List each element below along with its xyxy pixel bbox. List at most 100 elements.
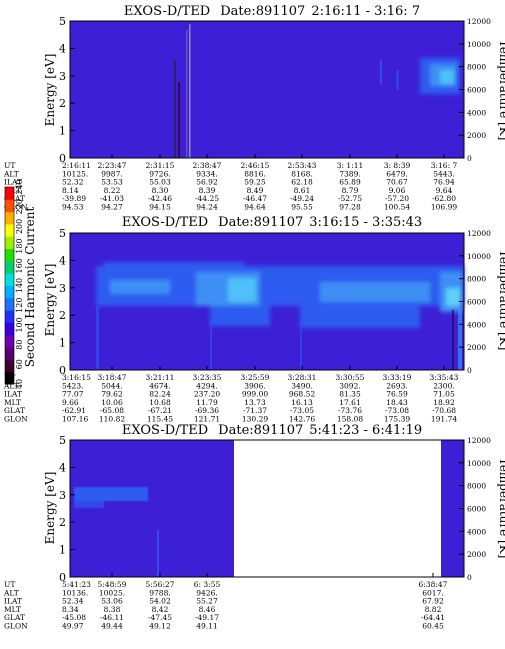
ytick-label: 0 (59, 152, 66, 165)
panel-3-spectrogram (70, 440, 464, 577)
panel-1-ylabel: Energy [eV] (43, 54, 57, 127)
ephemeris-cell: 121.71 (194, 415, 220, 424)
ephemeris-cell: 5423. (62, 381, 83, 390)
colorbar-tick-label: 200 (15, 219, 24, 234)
ephemeris-cell: 71.05 (433, 390, 455, 399)
ephemeris-cell: -47.45 (148, 613, 172, 622)
ephemeris-row-label: GLON (4, 415, 28, 424)
ephemeris-cell: 158.08 (337, 415, 363, 424)
ephemeris-cell: 142.76 (289, 415, 315, 424)
ytick-label: 4 (59, 42, 66, 55)
ephemeris-cell: 9987. (101, 169, 122, 178)
ephemeris-cell: 18.92 (433, 398, 455, 407)
ephemeris-cell: 94.53 (62, 203, 84, 212)
ephemeris-cell: 52.34 (62, 597, 84, 606)
ephemeris-cell: 8.82 (425, 605, 442, 614)
ephemeris-cell: -46.11 (100, 613, 124, 622)
ephemeris-cell: 6479. (386, 169, 407, 178)
ephemeris-cell: 106.99 (431, 203, 457, 212)
ephemeris-row-label: ALT (3, 169, 19, 178)
ephemeris-cell: 17.61 (339, 398, 360, 407)
panel-1: EXOS-D/TED Date:891107 2:16:11 - 3:16: 7 E… (3, 4, 505, 212)
ephemeris-cell: 110.82 (99, 415, 125, 424)
ephemeris-cell: 10136. (62, 588, 88, 597)
ephemeris-cell: 82.24 (149, 390, 171, 399)
ephemeris-cell: 53.06 (101, 597, 123, 606)
y2tick-label: 6000 (467, 86, 486, 95)
colorbar-tick-label: 120 (15, 298, 24, 313)
ephemeris-cell: 56.92 (196, 178, 218, 187)
y2tick-label: 4000 (467, 527, 486, 536)
colorbar-swatch (5, 211, 14, 225)
panel-3-y2ticks: 0 2000 4000 6000 8000 10000 12000 (459, 436, 491, 582)
ephemeris-cell: 8.34 (62, 605, 79, 614)
ephemeris-cell: -57.20 (385, 194, 409, 203)
ephemeris-cell: 4674. (149, 381, 170, 390)
ephemeris-row-label: ILAT (4, 390, 22, 399)
panel-3-title: EXOS-D/TED Date:891107 5:41:23 - 6:41:19 (122, 423, 422, 438)
ephemeris-cell: 8.46 (199, 605, 216, 614)
ephemeris-cell: 2:46:15 (241, 161, 270, 170)
ephemeris-cell: 10025. (99, 588, 125, 597)
ephemeris-cell: -52.75 (338, 194, 362, 203)
panel-3-yticks: 0 1 2 3 4 5 (59, 434, 434, 584)
ephemeris-cell: 3:35:43 (430, 373, 459, 382)
ephemeris-cell: 97.28 (339, 203, 361, 212)
ephemeris-cell: 9726. (149, 169, 170, 178)
ephemeris-row-label: ILAT (4, 178, 22, 187)
ephemeris-cell: 8.30 (152, 186, 169, 195)
ephemeris-row-label: ALT (3, 588, 19, 597)
y2tick-label: 6000 (467, 298, 486, 307)
panel-1-yticks: 0 1 2 3 4 5 (59, 15, 445, 165)
ephemeris-cell: 6:38:47 (419, 580, 448, 589)
ephemeris-cell: -62.80 (432, 194, 456, 203)
ephemeris-row-label: MLT (4, 605, 21, 614)
ephemeris-cell: 10125. (62, 169, 88, 178)
panel-3: EXOS-D/TED Date:891107 5:41:23 - 6:41:19 E… (3, 423, 505, 631)
ephemeris-cell: 3:23:35 (193, 373, 222, 382)
ytick-label: 5 (59, 15, 66, 28)
ephemeris-cell: 999.00 (242, 390, 268, 399)
panel-2-ephemeris: UT 3:16:15 3:18:47 3:21:11 3:23:35 3:25:59 3:2… (3, 373, 459, 424)
ephemeris-cell: 5443. (433, 169, 454, 178)
colorbar-tick-label: 100 (15, 317, 24, 332)
ephemeris-row-label: UT (4, 373, 15, 382)
ephemeris-cell: 9426. (196, 588, 217, 597)
y2tick-label: 2000 (467, 550, 486, 559)
ephemeris-cell: -62.91 (62, 406, 86, 415)
colorbar-swatch (5, 334, 14, 348)
ephemeris-cell: 18.43 (386, 398, 408, 407)
ephemeris-cell: 94.27 (101, 203, 123, 212)
ephemeris-row-label: UT (4, 580, 15, 589)
ephemeris-cell: 59.25 (244, 178, 266, 187)
ephemeris-row-label: UT (4, 161, 15, 170)
ephemeris-cell: 175.39 (384, 415, 410, 424)
ephemeris-cell: -65.08 (100, 406, 124, 415)
panel-1-ephemeris: UT 2:16:11 2:23:47 2:31:15 2:38:47 2:46:15 2:5… (3, 161, 457, 212)
y2tick-label: 12000 (467, 436, 491, 445)
ytick-label: 2 (59, 516, 66, 529)
ephemeris-cell: 2693. (386, 381, 407, 390)
ephemeris-cell: 107.16 (62, 415, 88, 424)
ephemeris-cell: 49.97 (62, 622, 84, 631)
ephemeris-cell: 3:16: 7 (431, 161, 458, 170)
ephemeris-cell: -70.68 (432, 406, 456, 415)
ephemeris-cell: 2:16:11 (62, 161, 91, 170)
ytick-label: 2 (59, 309, 66, 322)
ephemeris-cell: 5:48:59 (98, 580, 127, 589)
ephemeris-cell: 62.18 (291, 178, 313, 187)
ephemeris-cell: 55.27 (196, 597, 218, 606)
y2tick-label: 10000 (467, 252, 491, 261)
panel-2-y2ticks: 0 2000 4000 6000 8000 10000 12000 (459, 229, 491, 375)
ephemeris-cell: 13.73 (244, 398, 266, 407)
panel-3-ephemeris: UT 5:41:23 5:48:59 5:56:27 6: 3:55 6:38:47 ALT… (3, 580, 448, 631)
y2tick-label: 4000 (467, 320, 486, 329)
ephemeris-cell: 8.49 (247, 186, 264, 195)
y2tick-label: 0 (467, 154, 472, 163)
ytick-label: 3 (59, 70, 66, 83)
colorbar-tick-label: 160 (15, 258, 24, 273)
panel-1-y2label: Temperature [K] (497, 40, 505, 141)
colorbar-swatch (5, 260, 14, 274)
ephemeris-cell: 54.02 (149, 597, 171, 606)
